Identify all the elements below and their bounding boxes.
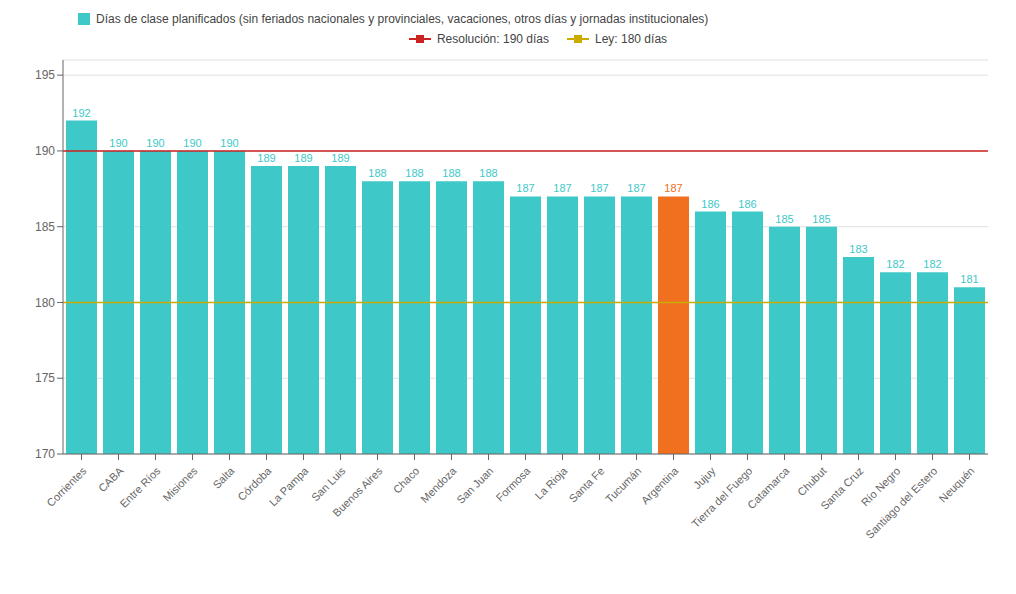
svg-text:Tucumán: Tucumán (603, 465, 644, 506)
svg-text:186: 186 (738, 198, 756, 210)
svg-text:Chubut: Chubut (795, 465, 829, 499)
svg-text:192: 192 (72, 107, 90, 119)
svg-text:175: 175 (35, 371, 55, 385)
svg-text:189: 189 (294, 152, 312, 164)
svg-text:Catamarca: Catamarca (745, 464, 792, 511)
svg-text:Salta: Salta (210, 464, 237, 491)
svg-text:San Luis: San Luis (308, 464, 348, 504)
svg-text:188: 188 (368, 167, 386, 179)
svg-text:186: 186 (701, 198, 719, 210)
svg-text:Santa Fe: Santa Fe (567, 465, 607, 505)
svg-text:189: 189 (257, 152, 275, 164)
svg-text:182: 182 (923, 258, 941, 270)
svg-text:Buenos Aires: Buenos Aires (330, 464, 385, 519)
svg-text:181: 181 (960, 273, 978, 285)
svg-text:CABA: CABA (96, 464, 126, 494)
html-text:Días de clase planificados (si: Días de clase planificados (sin feriados… (96, 12, 709, 26)
svg-text:185: 185 (35, 220, 55, 234)
svg-text:Misiones: Misiones (160, 464, 200, 504)
svg-text:La Rioja: La Rioja (533, 464, 571, 502)
svg-text:187: 187 (590, 182, 608, 194)
svg-text:Tierra del Fuego: Tierra del Fuego (689, 465, 754, 530)
svg-text:180: 180 (35, 296, 55, 310)
svg-text:190: 190 (35, 144, 55, 158)
svg-text:San Juan: San Juan (454, 465, 495, 506)
svg-text:185: 185 (775, 213, 793, 225)
svg-text:Río Negro: Río Negro (858, 464, 903, 509)
svg-text:187: 187 (553, 182, 571, 194)
svg-text:189: 189 (331, 152, 349, 164)
html-text:Resolución: 190 días: Resolución: 190 días (436, 32, 549, 46)
svg-text:190: 190 (109, 137, 127, 149)
svg-text:Santa Cruz: Santa Cruz (818, 465, 865, 512)
svg-text:Entre Ríos: Entre Ríos (117, 464, 163, 510)
svg-text:187: 187 (516, 182, 534, 194)
svg-text:170: 170 (35, 447, 55, 461)
svg-text:195: 195 (35, 68, 55, 82)
svg-text:190: 190 (146, 137, 164, 149)
svg-text:188: 188 (479, 167, 497, 179)
svg-text:Chaco: Chaco (391, 465, 422, 496)
svg-text:Mendoza: Mendoza (418, 464, 459, 505)
svg-text:188: 188 (442, 167, 460, 179)
svg-text:185: 185 (812, 213, 830, 225)
svg-text:182: 182 (886, 258, 904, 270)
svg-text:Argentina: Argentina (639, 464, 681, 506)
svg-text:Neuquén: Neuquén (937, 465, 977, 505)
svg-text:Jujuy: Jujuy (691, 464, 718, 491)
svg-text:Formosa: Formosa (493, 464, 533, 504)
svg-text:190: 190 (183, 137, 201, 149)
svg-text:188: 188 (405, 167, 423, 179)
svg-text:187: 187 (664, 182, 682, 194)
svg-text:Corrientes: Corrientes (44, 464, 89, 509)
svg-text:183: 183 (849, 243, 867, 255)
svg-text:187: 187 (627, 182, 645, 194)
svg-text:190: 190 (220, 137, 238, 149)
svg-text:La Pampa: La Pampa (267, 464, 312, 509)
svg-text:Córdoba: Córdoba (235, 464, 274, 503)
html-text:Ley: 180 días: Ley: 180 días (595, 32, 668, 46)
svg-text:Santiago del Estero: Santiago del Estero (863, 465, 939, 541)
